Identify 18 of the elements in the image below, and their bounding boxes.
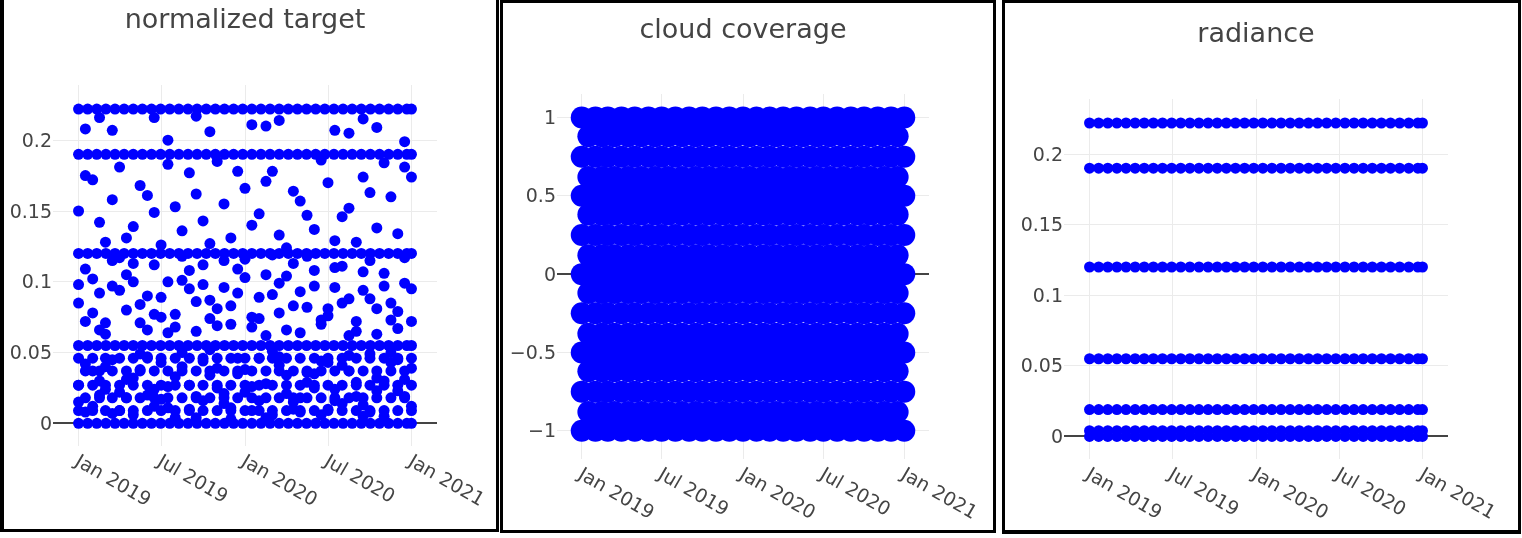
y-tick-label: 0.1 xyxy=(1032,283,1063,306)
y-tick-label: 0.05 xyxy=(9,341,52,364)
y-tick-label: 0.2 xyxy=(21,128,52,151)
y-tick-label: 0.15 xyxy=(1020,213,1063,236)
chart-title: radiance xyxy=(1197,17,1315,49)
y-tick-label: 0 xyxy=(1050,425,1063,448)
y-tick-label: 1 xyxy=(543,106,556,129)
y-tick-label: −0.5 xyxy=(509,341,556,364)
y-tick-label: 0.15 xyxy=(9,199,52,222)
y-tick-label: 0.5 xyxy=(525,184,556,207)
y-tick-label: 0.2 xyxy=(1032,142,1063,165)
y-tick-label: 0 xyxy=(39,412,52,434)
chart-title: cloud coverage xyxy=(639,13,847,45)
y-tick-label: 0 xyxy=(543,262,556,285)
chart-title: normalized target xyxy=(124,3,366,35)
y-tick-label: −1 xyxy=(527,419,556,442)
y-tick-label: 0.1 xyxy=(21,270,52,293)
y-tick-label: 0.05 xyxy=(1020,354,1063,377)
